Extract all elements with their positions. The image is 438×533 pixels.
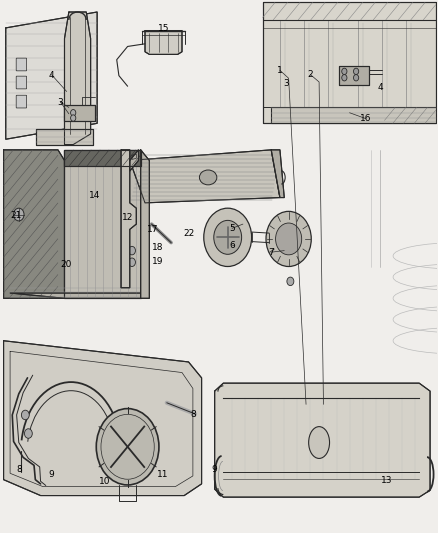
Text: 2: 2 bbox=[307, 70, 313, 79]
Text: 15: 15 bbox=[158, 25, 170, 34]
Circle shape bbox=[14, 208, 24, 221]
Text: 14: 14 bbox=[89, 191, 101, 200]
Circle shape bbox=[353, 68, 359, 75]
Circle shape bbox=[204, 208, 252, 266]
Text: 3: 3 bbox=[58, 98, 64, 107]
Text: 11: 11 bbox=[157, 470, 168, 479]
Text: 6: 6 bbox=[229, 241, 235, 250]
Polygon shape bbox=[6, 12, 97, 139]
Polygon shape bbox=[141, 150, 149, 298]
Text: 19: 19 bbox=[152, 257, 164, 265]
Polygon shape bbox=[121, 150, 136, 288]
FancyBboxPatch shape bbox=[16, 95, 27, 108]
Polygon shape bbox=[339, 66, 369, 85]
Circle shape bbox=[276, 223, 302, 255]
Text: 21: 21 bbox=[10, 211, 21, 220]
Circle shape bbox=[96, 409, 159, 485]
Text: 22: 22 bbox=[183, 229, 194, 238]
Text: 8: 8 bbox=[190, 410, 196, 419]
Text: 5: 5 bbox=[229, 224, 235, 233]
Ellipse shape bbox=[199, 170, 217, 185]
Circle shape bbox=[21, 410, 29, 419]
Polygon shape bbox=[64, 12, 91, 144]
Polygon shape bbox=[36, 128, 93, 144]
Polygon shape bbox=[4, 150, 64, 298]
Polygon shape bbox=[130, 150, 138, 171]
Polygon shape bbox=[271, 150, 284, 198]
Text: 10: 10 bbox=[99, 477, 111, 486]
Text: 12: 12 bbox=[122, 213, 133, 222]
Polygon shape bbox=[145, 30, 182, 54]
Text: 4: 4 bbox=[49, 71, 54, 80]
Circle shape bbox=[128, 246, 135, 255]
Polygon shape bbox=[271, 108, 436, 123]
Text: 13: 13 bbox=[381, 475, 392, 484]
Text: 4: 4 bbox=[377, 83, 383, 92]
Text: 7: 7 bbox=[268, 248, 274, 257]
Polygon shape bbox=[262, 3, 436, 123]
Circle shape bbox=[128, 258, 135, 266]
Polygon shape bbox=[215, 383, 430, 497]
Polygon shape bbox=[64, 105, 95, 120]
Polygon shape bbox=[64, 150, 141, 298]
Text: 3: 3 bbox=[283, 79, 290, 88]
FancyBboxPatch shape bbox=[16, 76, 27, 89]
Polygon shape bbox=[130, 150, 280, 203]
Polygon shape bbox=[4, 341, 201, 496]
Polygon shape bbox=[10, 293, 145, 298]
Circle shape bbox=[266, 212, 311, 266]
Text: 8: 8 bbox=[16, 465, 21, 473]
Polygon shape bbox=[64, 150, 141, 166]
Circle shape bbox=[71, 110, 76, 116]
Text: 18: 18 bbox=[152, 243, 164, 252]
Circle shape bbox=[342, 75, 347, 81]
Circle shape bbox=[71, 115, 76, 121]
Text: 16: 16 bbox=[360, 114, 371, 123]
Text: 17: 17 bbox=[147, 225, 159, 234]
Circle shape bbox=[342, 68, 347, 75]
Circle shape bbox=[353, 75, 359, 81]
Ellipse shape bbox=[309, 426, 329, 458]
Text: 20: 20 bbox=[60, 260, 71, 269]
Text: 1: 1 bbox=[277, 66, 283, 75]
Text: 9: 9 bbox=[49, 470, 54, 479]
Circle shape bbox=[214, 220, 242, 254]
FancyBboxPatch shape bbox=[16, 58, 27, 71]
Circle shape bbox=[25, 429, 32, 438]
Circle shape bbox=[287, 277, 294, 286]
Text: 9: 9 bbox=[212, 465, 218, 473]
